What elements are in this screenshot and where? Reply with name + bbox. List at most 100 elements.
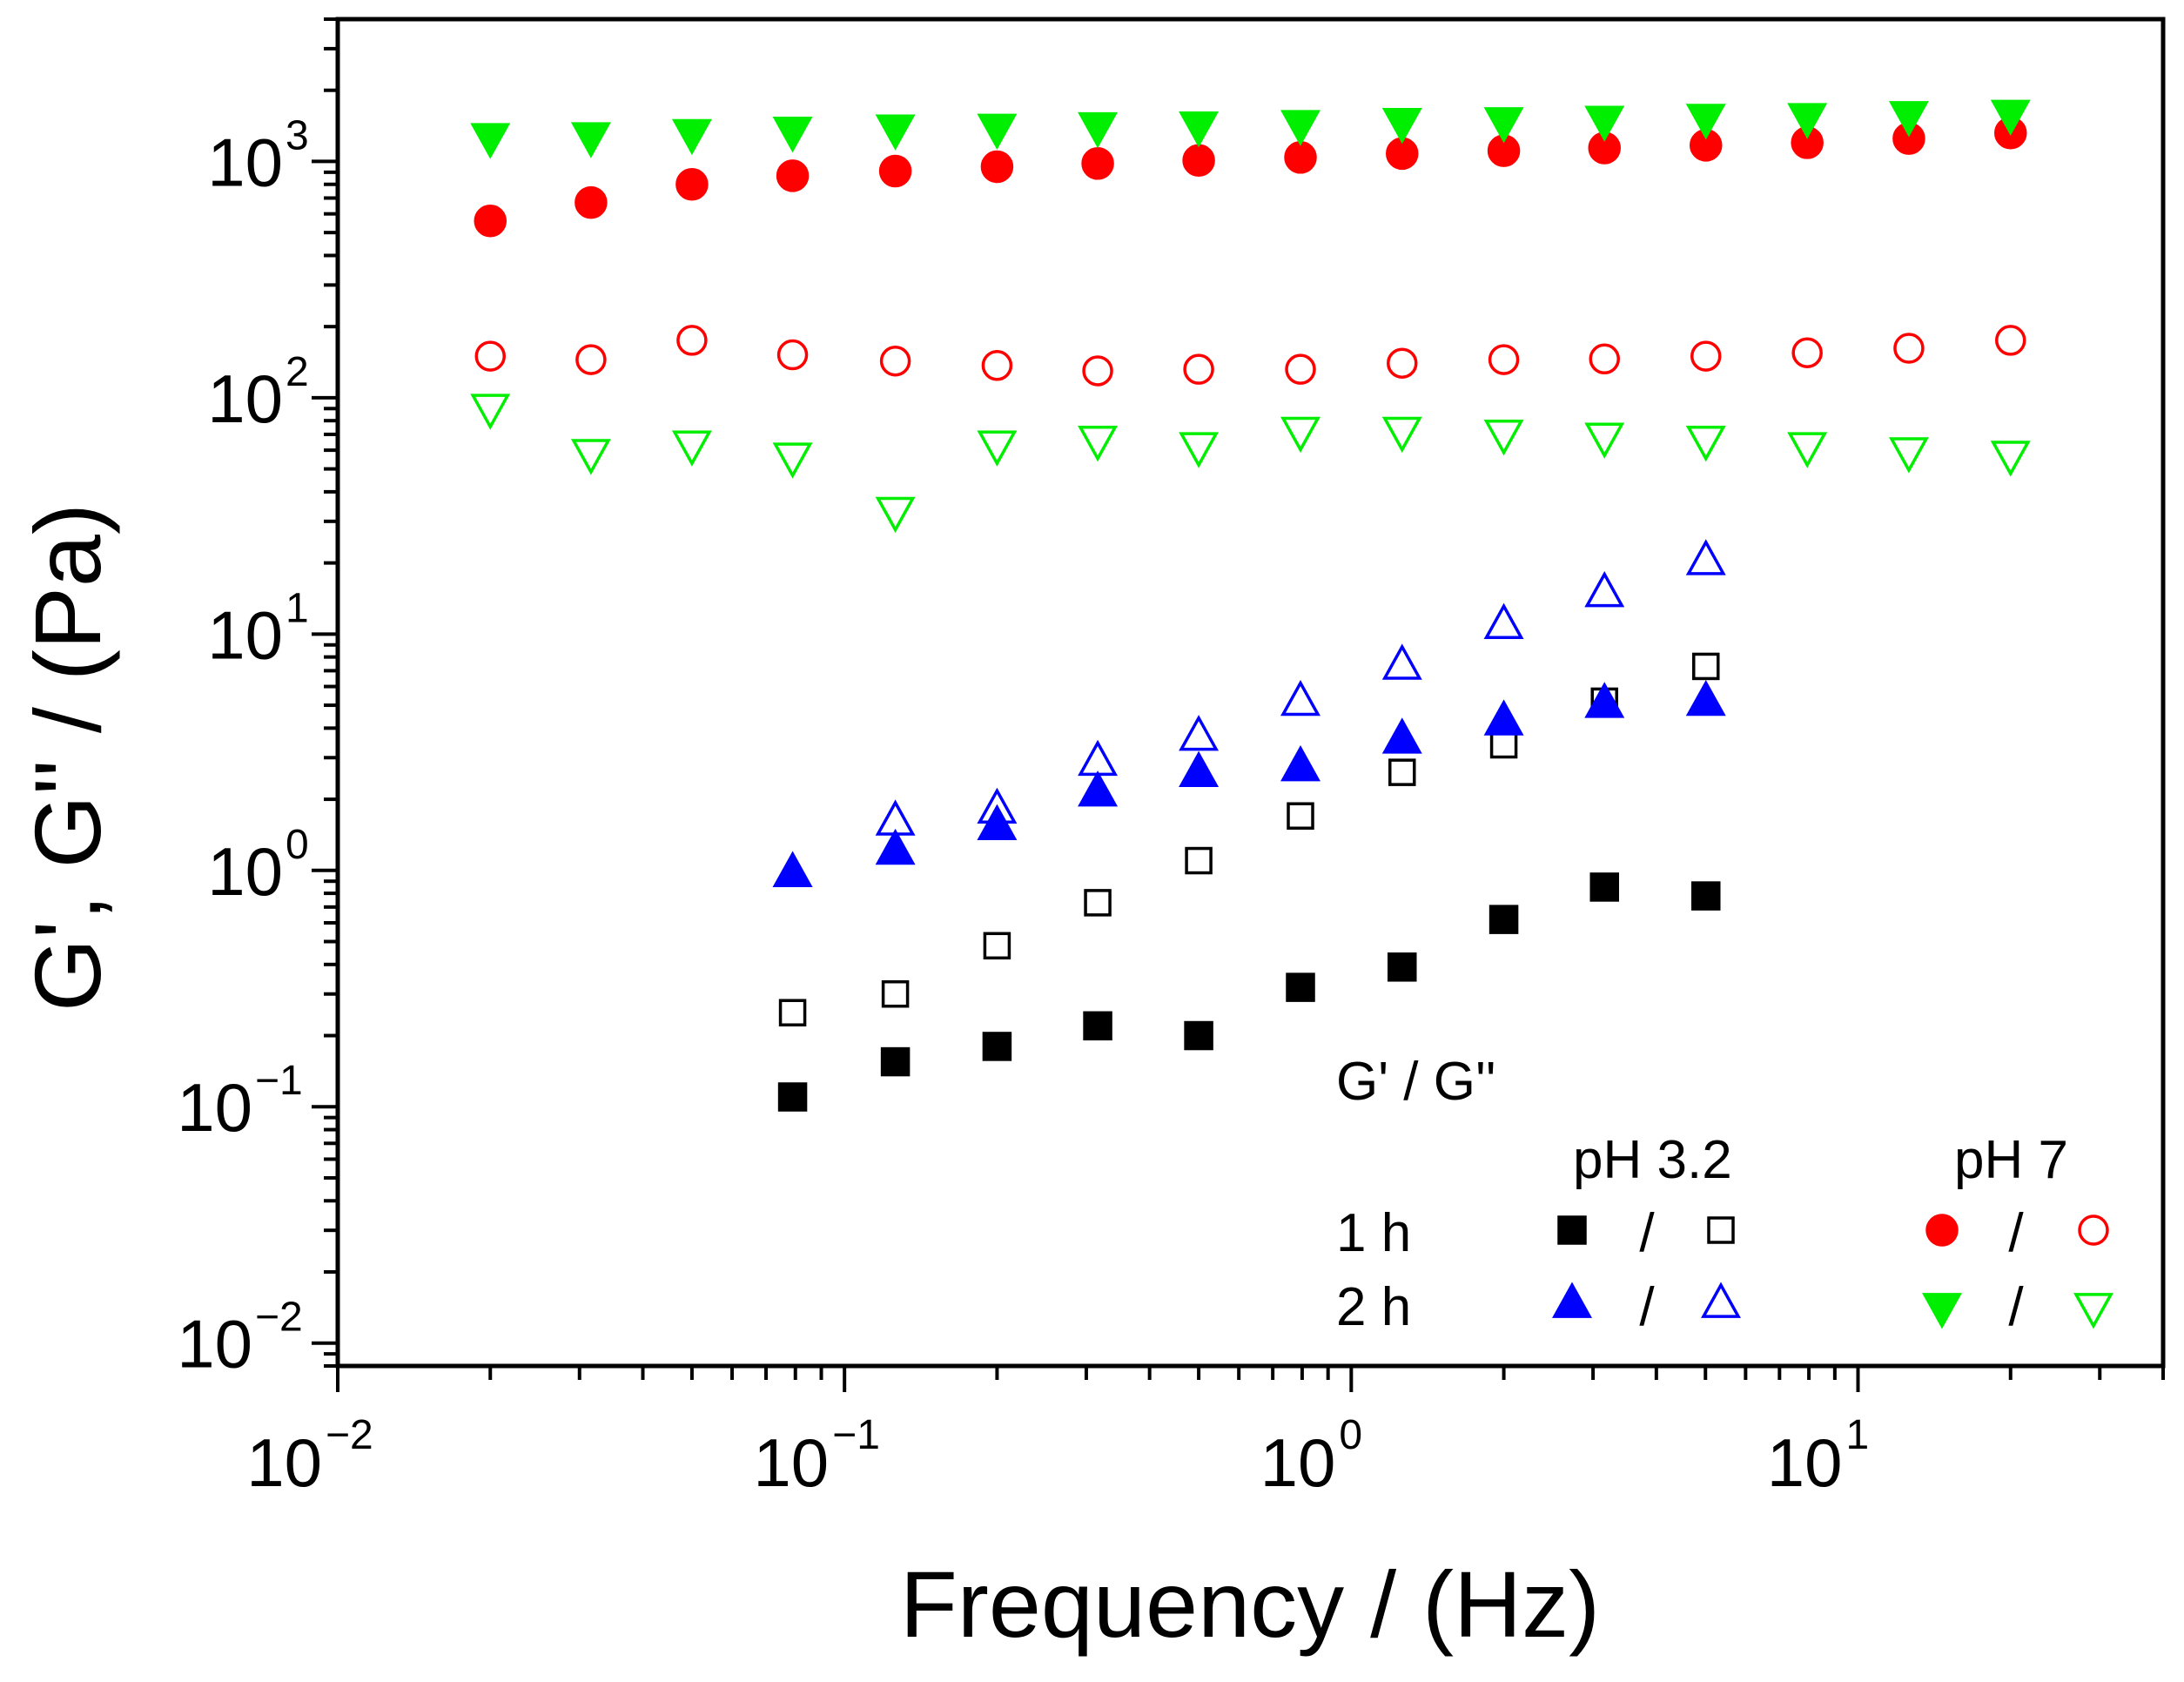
- data-point: [977, 430, 1018, 467]
- data-point: [981, 350, 1013, 381]
- series-layer: [470, 99, 2031, 1112]
- data-point: [1584, 571, 1625, 608]
- data-point: [1685, 539, 1726, 575]
- plot-frame: [335, 17, 2166, 1369]
- data-point: [778, 999, 807, 1026]
- data-point: [1584, 105, 1625, 142]
- series-6: [470, 99, 2031, 159]
- data-point: [1483, 420, 1524, 456]
- x-axis-title: Frequency / (Hz): [900, 1551, 1600, 1657]
- y-tick-base: 10: [207, 833, 283, 910]
- data-point: [470, 394, 511, 430]
- x-tick-exp: 1: [1846, 1412, 1870, 1458]
- data-point: [875, 799, 916, 836]
- x-tick-base: 10: [1260, 1424, 1336, 1501]
- y-tick-label: 10 2: [207, 349, 308, 437]
- legend-row-2h: 2 h: [1336, 1277, 1411, 1337]
- data-point: [776, 159, 810, 192]
- data-point: [671, 430, 712, 467]
- legend-marker: [1701, 1282, 1741, 1318]
- legend-row-1h: 1 h: [1336, 1203, 1411, 1263]
- y-tick-exp: 2: [286, 349, 309, 395]
- data-point: [1280, 679, 1320, 717]
- data-point: [1381, 416, 1422, 454]
- series-1: [778, 652, 1720, 1026]
- y-axis-title: G', G'' / (Pa): [15, 503, 120, 1012]
- data-point: [875, 828, 916, 865]
- data-point: [1692, 652, 1720, 681]
- data-point: [1078, 770, 1119, 807]
- data-point: [1489, 730, 1518, 759]
- y-tick-base: 10: [207, 124, 283, 200]
- y-tick-label: 10 3: [207, 112, 308, 200]
- legend-marker: [2073, 1293, 2113, 1329]
- data-point: [1184, 1020, 1213, 1051]
- data-point: [980, 150, 1014, 184]
- data-point: [1483, 699, 1524, 736]
- x-tick-label: 10 −1: [753, 1412, 880, 1501]
- data-point: [1387, 347, 1418, 379]
- data-point: [1284, 141, 1317, 174]
- data-point: [1584, 682, 1625, 718]
- data-point: [982, 1032, 1012, 1061]
- x-tick-exp: −1: [832, 1412, 880, 1458]
- y-tick-exp: −2: [255, 1295, 303, 1341]
- data-point: [570, 122, 611, 158]
- data-point: [1381, 717, 1422, 754]
- data-point: [1280, 110, 1320, 146]
- data-point: [1685, 425, 1726, 462]
- data-point: [977, 113, 1018, 150]
- data-point: [1888, 101, 1929, 138]
- axis-ticks: [312, 17, 2165, 1392]
- y-tick-base: 10: [207, 596, 283, 673]
- data-point: [1280, 416, 1320, 454]
- y-tick-exp: 3: [286, 112, 309, 158]
- legend-col-ph7: pH 7: [1954, 1130, 2068, 1190]
- legend-sep-2h-ph7: /: [2008, 1277, 2024, 1337]
- y-tick-base: 10: [177, 1069, 252, 1146]
- data-point: [1589, 343, 1620, 375]
- data-point: [1183, 353, 1214, 385]
- data-point: [1483, 602, 1524, 639]
- y-tick-exp: 1: [286, 585, 309, 631]
- data-point: [1078, 111, 1119, 149]
- data-point: [1584, 422, 1625, 459]
- data-point: [1078, 425, 1119, 462]
- data-point: [772, 851, 813, 888]
- legend-sep-2h-ph32: /: [1639, 1277, 1655, 1337]
- data-point: [1893, 333, 1925, 364]
- data-point: [983, 932, 1011, 960]
- data-point: [776, 339, 809, 371]
- data-point: [879, 345, 911, 377]
- legend-marker: [1925, 1214, 1959, 1247]
- data-point: [1488, 905, 1519, 934]
- y-tick-base: 10: [207, 360, 283, 437]
- legend-marker: [1922, 1293, 1962, 1329]
- x-tick-exp: −2: [326, 1412, 373, 1458]
- data-point: [575, 344, 607, 375]
- y-tick-exp: −1: [255, 1058, 303, 1104]
- legend-col-ph32: pH 3.2: [1573, 1130, 1732, 1190]
- data-point: [1179, 715, 1220, 751]
- data-point: [676, 325, 708, 356]
- tick-labels: 10 −2 10 −1 10 0 10 110 −210 −110 010 110 210 3: [177, 112, 1869, 1501]
- data-point: [772, 851, 813, 888]
- data-point: [1179, 111, 1220, 148]
- legend-header: G' / G'': [1336, 1052, 1496, 1112]
- data-point: [1990, 99, 2031, 136]
- data-point: [1791, 337, 1823, 368]
- x-tick-base: 10: [246, 1424, 322, 1501]
- data-point: [880, 1046, 911, 1077]
- data-point: [1084, 889, 1112, 917]
- legend-markers: [1552, 1214, 2113, 1329]
- x-tick-exp: 0: [1339, 1412, 1362, 1458]
- series-3: [772, 539, 1726, 888]
- data-point: [1285, 353, 1316, 385]
- data-point: [1287, 802, 1314, 830]
- data-point: [1888, 437, 1929, 474]
- data-point: [1182, 144, 1215, 178]
- data-point: [1083, 1011, 1112, 1041]
- data-point: [1483, 107, 1524, 144]
- data-point: [1990, 441, 2031, 477]
